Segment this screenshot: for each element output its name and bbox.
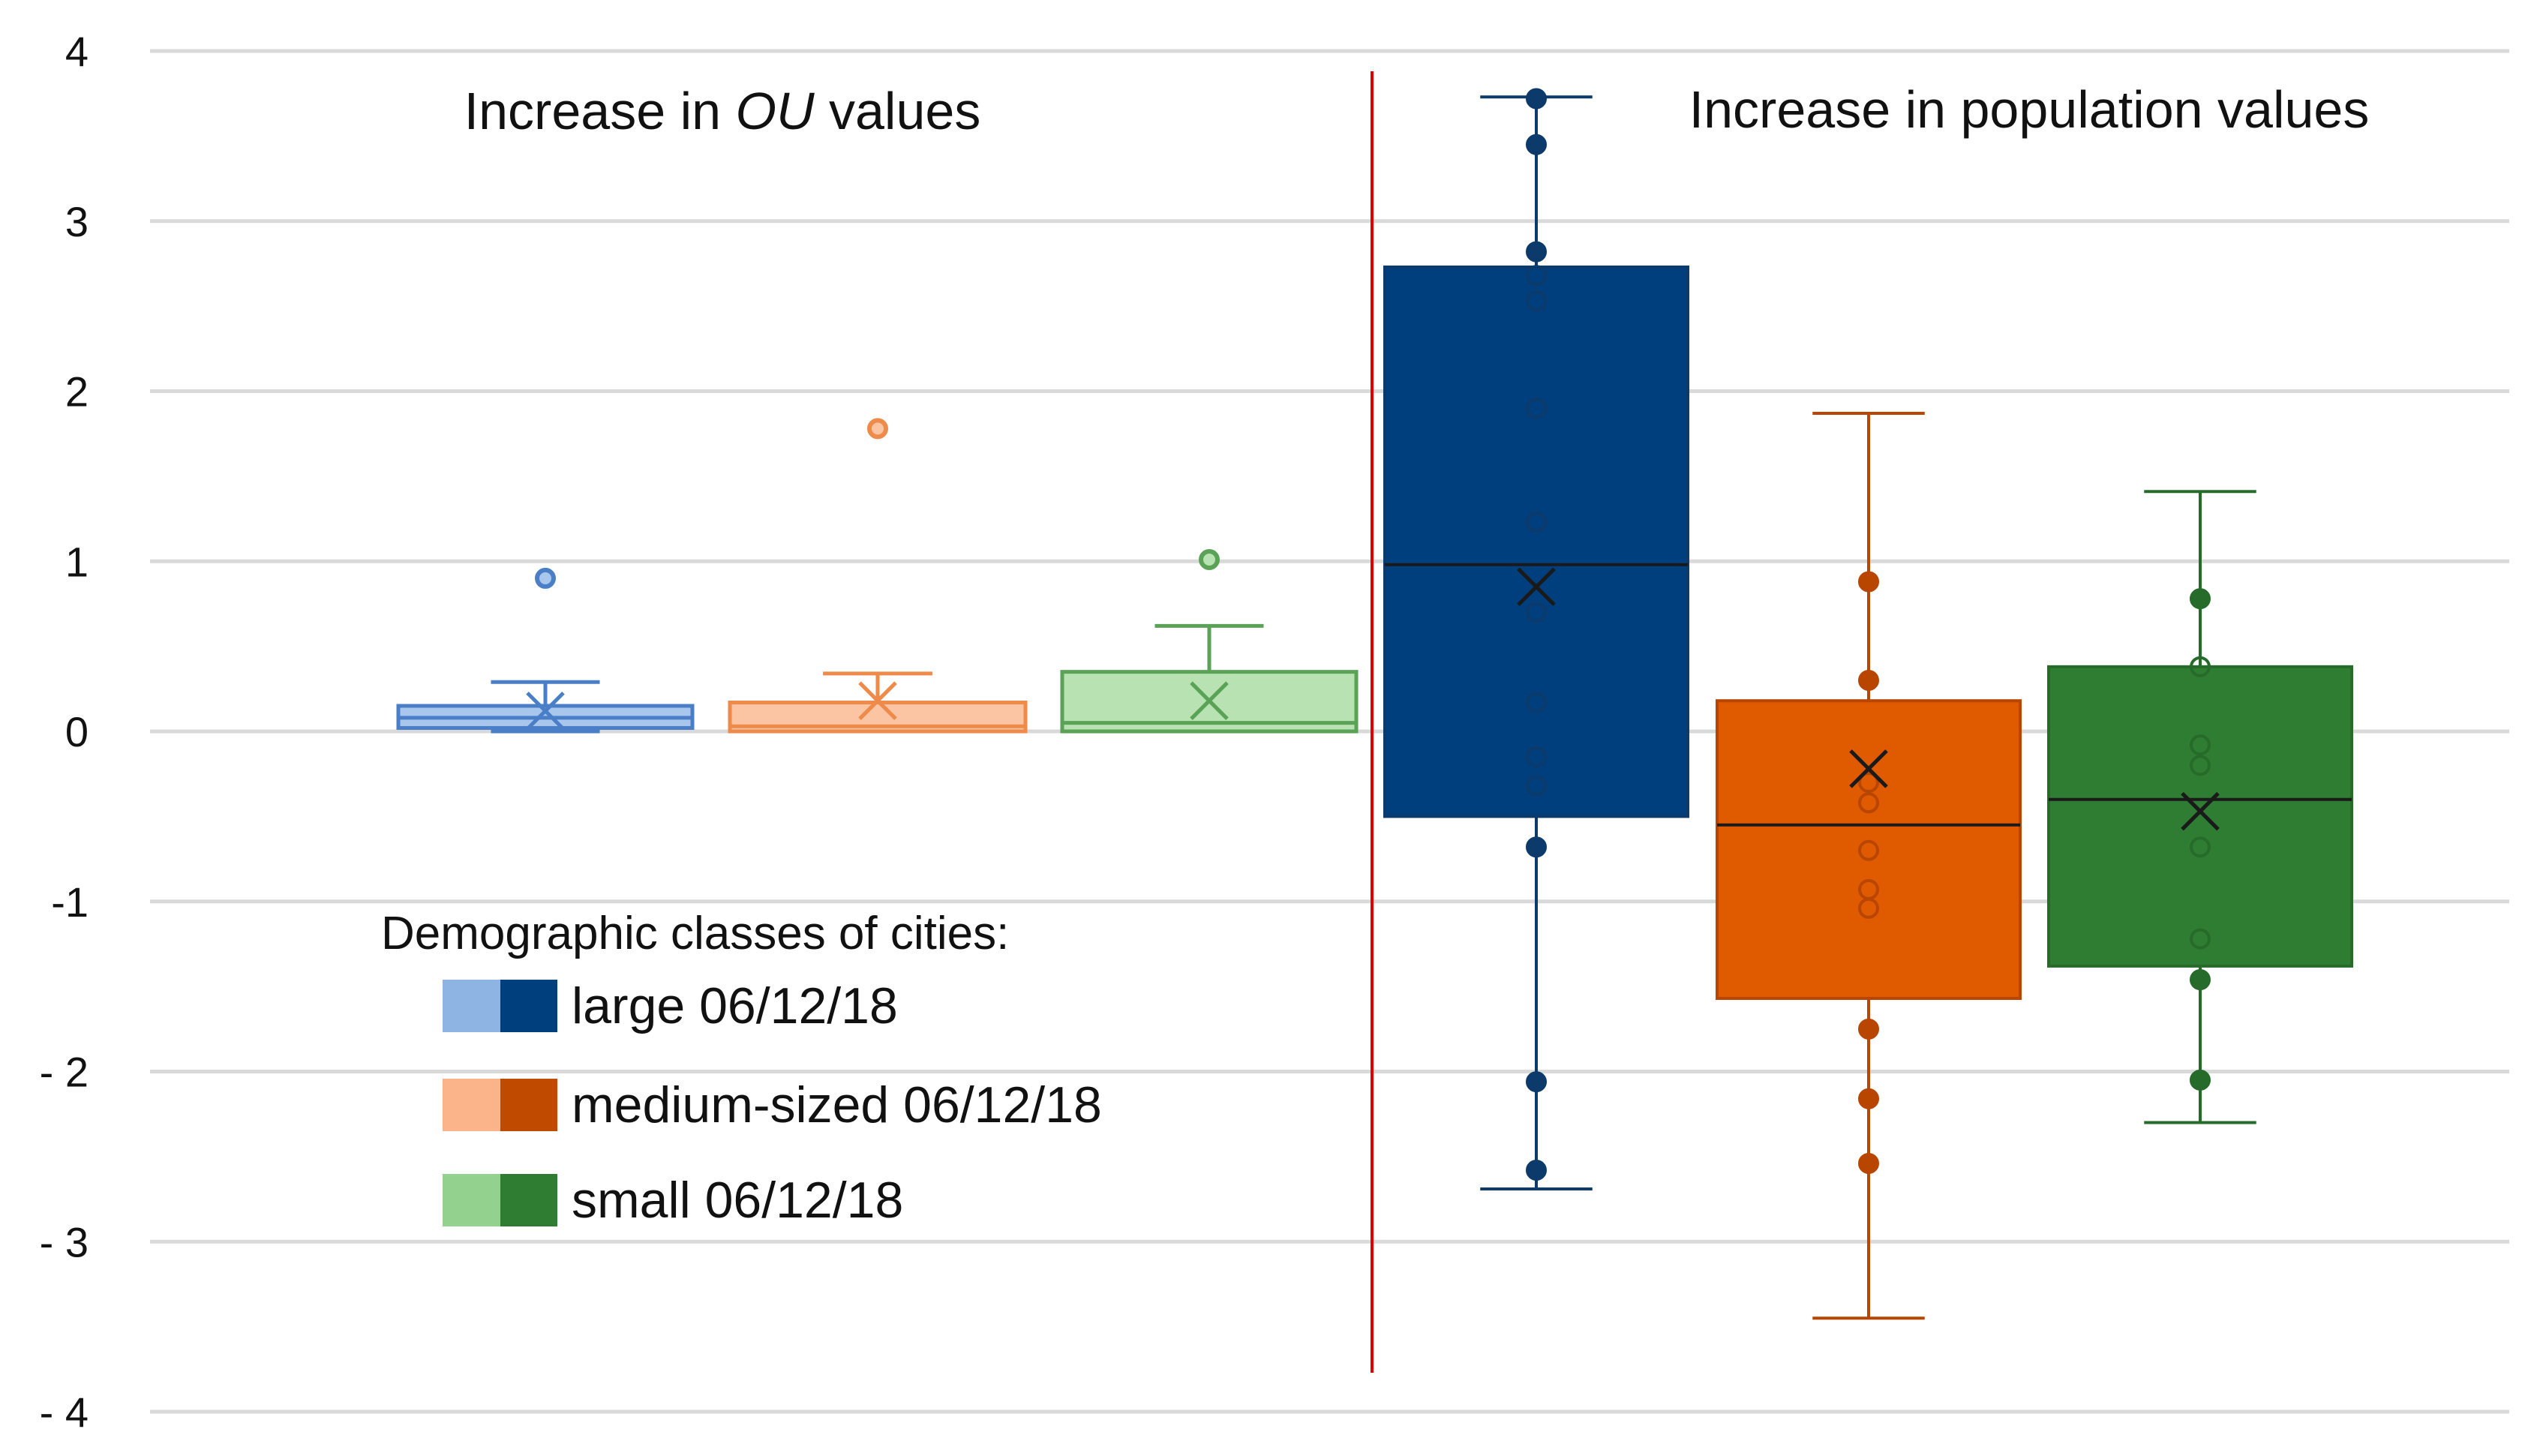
data-point [1526,775,1547,797]
data-point [1526,134,1547,155]
box-population-small [2047,490,2353,1124]
data-point [1526,692,1547,713]
data-point [1858,571,1879,593]
data-point [1526,836,1547,858]
data-point [1526,1071,1547,1093]
box-iqr [1716,699,2022,1000]
data-point [2190,734,2211,756]
legend-swatch-dark [500,1174,557,1226]
boxes [396,88,2353,1320]
box-ou-medium-sized [728,418,1028,734]
data-point [1858,1088,1879,1109]
y-tick-label: - 3 [40,1218,89,1265]
box-iqr [2047,665,2353,968]
data-point [1858,1018,1879,1040]
data-point [2190,656,2211,677]
mean-marker-stroke [2181,791,2220,831]
y-tick-label: -1 [51,878,89,926]
legend-label: large 06/12/18 [572,977,898,1034]
y-tick-label: - 2 [40,1049,89,1096]
data-point [2190,588,2211,610]
legend-item: small 06/12/18 [443,1172,903,1229]
y-tick-label: 3 [65,198,89,245]
mean-marker [1849,749,1888,788]
mean-marker [526,692,565,731]
mean-marker [1190,681,1229,720]
data-point [1526,512,1547,533]
data-point [2190,1069,2211,1091]
legend-items: large 06/12/18 medium-sized 06/12/18 small… [443,977,1102,1229]
data-point [1526,241,1547,263]
legend-item: large 06/12/18 [443,977,898,1034]
legend-swatch-light [443,980,500,1032]
mean-marker-stroke [1517,567,1556,607]
mean-marker [2181,791,2220,831]
y-tick-label: 2 [65,368,89,416]
y-tick-label: - 4 [40,1388,89,1436]
legend-swatch-light [443,1079,500,1131]
panel-title-ou-italic: OU [736,82,815,140]
legend: Demographic classes of cities: large 06/… [381,908,1102,1229]
panel-title-population: Increase in population values [1689,80,2370,139]
box-ou-small [1060,548,1359,734]
mean-marker-stroke [526,692,565,731]
panel-title-ou: Increase in OU values [464,82,981,140]
legend-swatch-dark [500,1079,557,1131]
data-point [1858,897,1879,919]
legend-title: Demographic classes of cities: [381,908,1009,959]
legend-label: medium-sized 06/12/18 [572,1076,1102,1133]
data-point [2190,969,2211,991]
data-point [1858,669,1879,691]
legend-item: medium-sized 06/12/18 [443,1076,1102,1133]
data-point [1526,746,1547,768]
y-tick-label: 0 [65,708,89,755]
data-point [1858,772,1879,794]
outlier-point [867,418,888,440]
panel-title-ou-suffix: values [815,82,981,140]
box-population-medium-sized [1716,411,2022,1320]
data-point [2190,928,2211,950]
panel-title-ou-prefix: Increase in [464,82,736,140]
data-point [1526,398,1547,419]
mean-marker-stroke [1849,749,1888,788]
outlier-point [535,567,556,589]
mean-marker [1517,567,1556,607]
legend-swatch-dark [500,980,557,1032]
outlier-point [1199,548,1220,570]
data-point [1858,839,1879,861]
data-point [2190,755,2211,776]
data-point [1526,602,1547,623]
mean-marker-stroke [858,681,897,720]
y-tick-label: 4 [65,28,89,75]
box-ou-large [396,567,695,734]
data-point [2190,836,2211,858]
legend-label: small 06/12/18 [572,1172,903,1229]
y-axis-ticks: 4 3 2 1 0 -1 - 2 - 3 - 4 [40,28,89,1436]
data-point [1858,1152,1879,1174]
legend-swatch-light [443,1174,500,1226]
data-point [1526,265,1547,287]
box-population-large [1383,88,1689,1190]
data-point [1526,1160,1547,1181]
data-point [1526,88,1547,110]
y-tick-label: 1 [65,538,89,585]
box-iqr [1383,265,1689,818]
data-point [1526,290,1547,312]
mean-marker [858,681,897,720]
mean-marker-stroke [1190,681,1229,720]
data-point [1858,792,1879,814]
